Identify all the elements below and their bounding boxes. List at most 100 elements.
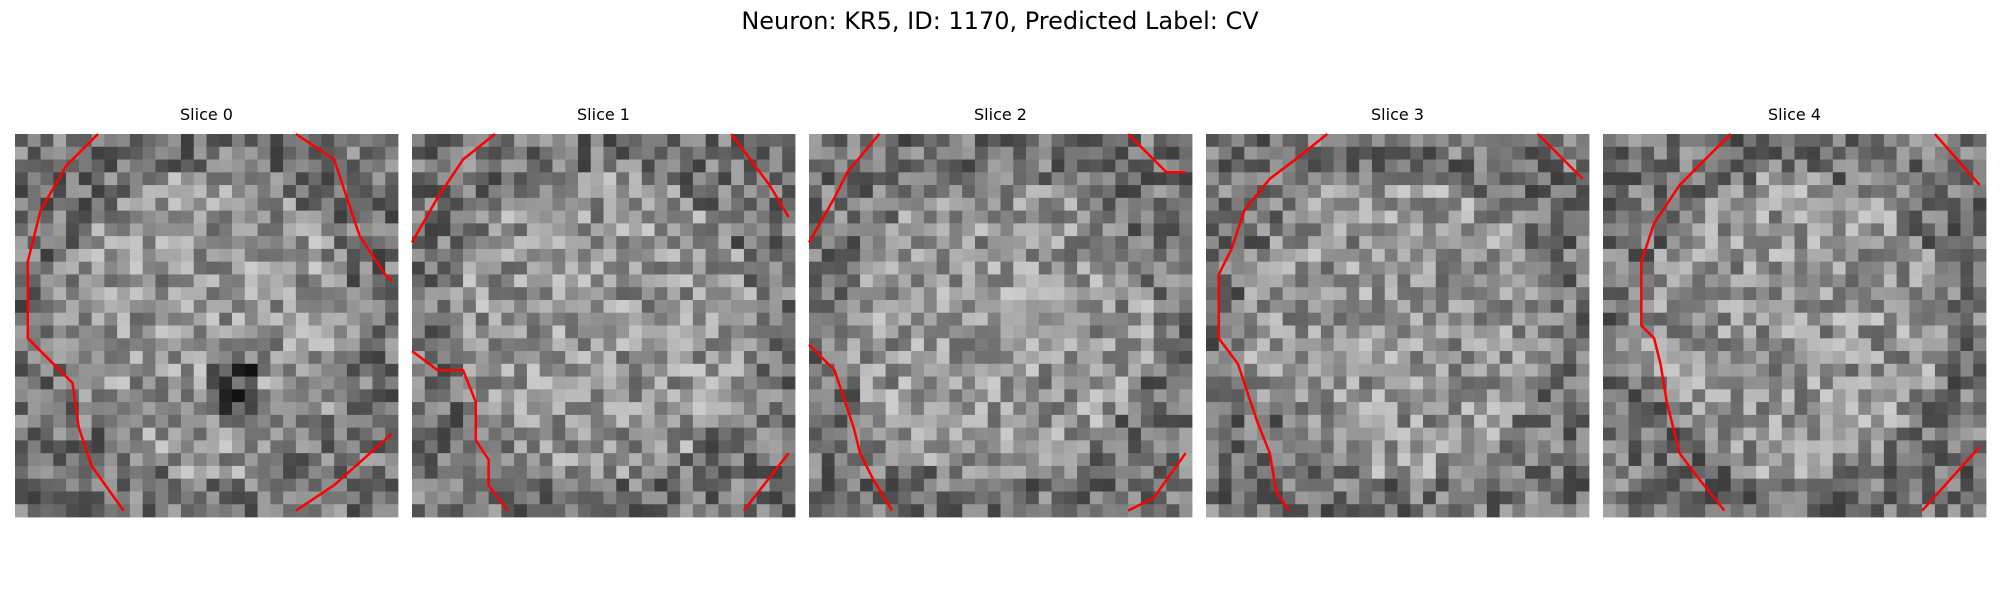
pixel [1794, 402, 1808, 416]
pixel [475, 312, 489, 326]
pixel [1461, 134, 1475, 148]
pixel [1743, 172, 1757, 186]
pixel [1947, 236, 1961, 250]
pixel [1641, 312, 1655, 326]
pixel [923, 210, 938, 224]
pixel [1244, 465, 1258, 480]
pixel [1102, 414, 1116, 429]
pixel [129, 351, 144, 365]
pixel [987, 274, 1001, 288]
pixel [911, 223, 925, 237]
pixel [1525, 325, 1539, 339]
pixel [180, 312, 195, 326]
pixel [1934, 185, 1949, 199]
pixel [923, 236, 938, 250]
pixel [539, 427, 553, 441]
pixel [450, 248, 464, 263]
pixel [923, 261, 938, 275]
pixel [539, 223, 553, 237]
pixel [1038, 427, 1052, 441]
pixel [1628, 478, 1642, 492]
pixel [1486, 312, 1501, 326]
pixel [412, 414, 426, 429]
pixel [385, 185, 399, 199]
pixel [1641, 504, 1655, 518]
pixel [1832, 299, 1846, 314]
pixel [552, 159, 566, 173]
pixel [860, 287, 874, 301]
pixel [1269, 389, 1283, 403]
pixel [782, 440, 796, 454]
pixel [1525, 351, 1539, 365]
pixel [1563, 236, 1577, 250]
pixel [1768, 465, 1783, 480]
pixel [1423, 478, 1437, 492]
pixel [1218, 414, 1232, 429]
pixel [514, 197, 528, 211]
pixel [1679, 236, 1693, 250]
pixel [308, 312, 322, 326]
pixel [1603, 338, 1617, 352]
pixel [1026, 159, 1040, 173]
pixel [1448, 146, 1462, 160]
pixel [155, 402, 169, 416]
pixel [1934, 299, 1949, 314]
pixel [1705, 236, 1719, 250]
pixel [168, 338, 182, 352]
pixel [1525, 414, 1539, 429]
pixel [1960, 440, 1974, 454]
pixel [15, 440, 29, 454]
pixel [1153, 363, 1167, 377]
pixel [385, 338, 399, 352]
pixel [1692, 414, 1706, 429]
pixel [821, 274, 835, 288]
pixel [372, 504, 386, 518]
pixel [270, 274, 284, 288]
pixel [295, 465, 310, 480]
pixel [1743, 414, 1757, 429]
pixel [1743, 197, 1757, 211]
pixel [654, 453, 668, 467]
pixel [463, 427, 477, 441]
pixel [359, 287, 373, 301]
pixel [782, 185, 796, 199]
pixel [1206, 351, 1220, 365]
pixel [936, 274, 950, 288]
pixel [283, 363, 297, 377]
pixel [1295, 287, 1309, 301]
pixel [1013, 172, 1027, 186]
pixel [1973, 236, 1987, 250]
pixel [911, 427, 925, 441]
pixel [15, 223, 29, 237]
pixel [1934, 351, 1949, 365]
pixel [180, 453, 195, 467]
pixel [962, 312, 976, 326]
pixel [1730, 261, 1744, 275]
pixel [718, 134, 732, 148]
pixel [15, 210, 29, 224]
pixel [475, 338, 489, 352]
pixel [1960, 223, 1974, 237]
pixel [847, 185, 861, 199]
pixel [27, 402, 41, 416]
pixel [372, 185, 386, 199]
pixel [692, 248, 707, 263]
pixel [680, 185, 694, 199]
pixel [1064, 236, 1078, 250]
contour [1933, 133, 1981, 186]
pixel [1051, 376, 1065, 390]
pixel [475, 376, 489, 390]
pixel [463, 274, 477, 288]
pixel [821, 338, 835, 352]
pixel [283, 389, 297, 403]
pixel [1692, 453, 1706, 467]
pixel [1435, 146, 1449, 160]
pixel [257, 453, 271, 467]
pixel [1947, 261, 1961, 275]
pixel [1115, 478, 1129, 492]
pixel [1346, 159, 1360, 173]
pixel [1077, 134, 1091, 148]
pixel [1781, 261, 1795, 275]
pixel [1896, 299, 1910, 314]
pixel [860, 159, 874, 173]
